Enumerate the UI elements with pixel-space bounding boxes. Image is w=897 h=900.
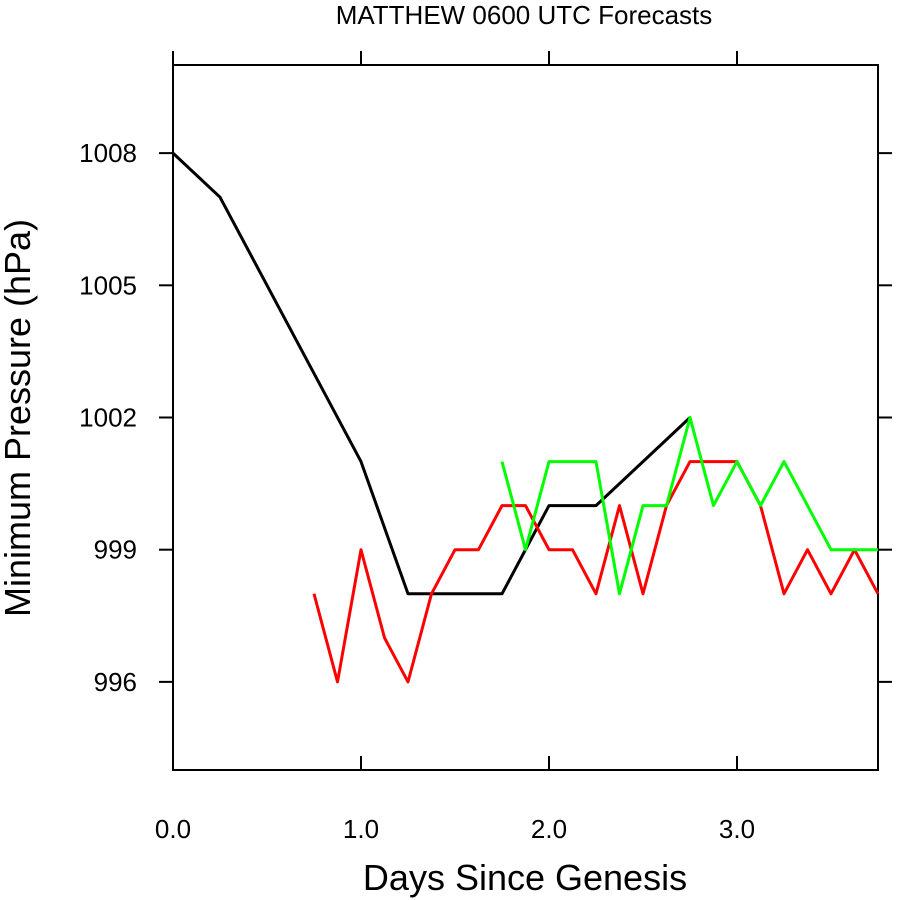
chart-title: MATTHEW 0600 UTC Forecasts: [336, 0, 713, 30]
x-tick-label: 1.0: [343, 814, 379, 844]
x-tick-label: 3.0: [719, 814, 755, 844]
y-tick-label: 1008: [79, 138, 137, 168]
series-group: [171, 152, 880, 684]
x-axis-label: Days Since Genesis: [363, 857, 687, 898]
series-line-3: [500, 416, 878, 596]
x-tick-label: 2.0: [531, 814, 567, 844]
y-tick-label: 1002: [79, 403, 137, 433]
series-line-2: [312, 460, 880, 684]
y-tick-label: 999: [94, 535, 137, 565]
y-tick-label: 1005: [79, 270, 137, 300]
y-axis-label: Minimum Pressure (hPa): [0, 219, 38, 617]
tick-group: 0.0 1.0 2.0 3.0 996 999 1002 1005 1008: [79, 51, 892, 844]
y-tick-label: 996: [94, 667, 137, 697]
x-tick-label: 0.0: [155, 814, 191, 844]
plot-frame: [172, 64, 879, 771]
